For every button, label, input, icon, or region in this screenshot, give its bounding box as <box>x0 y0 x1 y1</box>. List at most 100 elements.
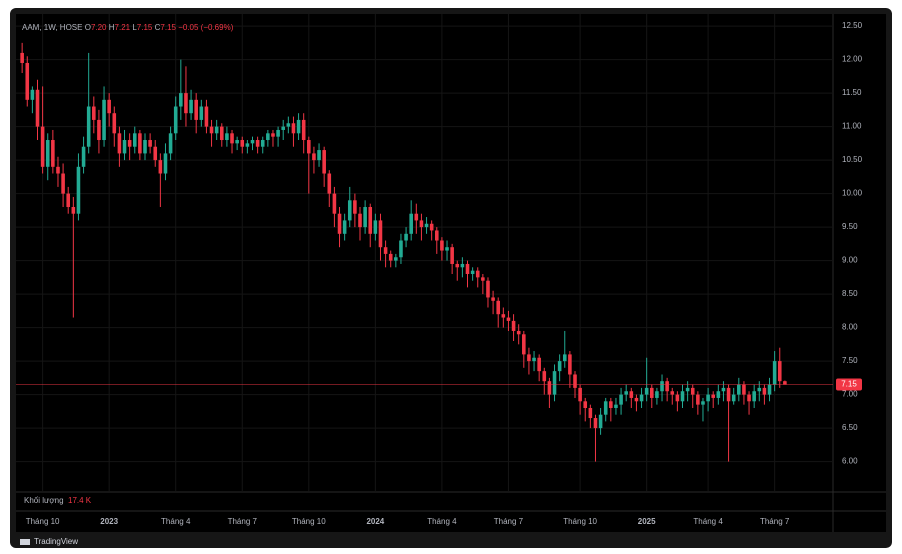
x-tick-label: Tháng 10 <box>26 517 60 526</box>
candle-body <box>481 277 485 281</box>
candle-body <box>235 140 239 144</box>
candle-body <box>665 381 669 392</box>
candle-body <box>434 230 439 241</box>
y-tick-label: 7.50 <box>842 356 858 365</box>
candle-body <box>649 387 654 398</box>
o-key: O <box>85 23 91 32</box>
y-tick-label: 9.50 <box>842 222 858 231</box>
change: −0.05 (−0.69%) <box>178 23 233 32</box>
candle-body <box>184 93 188 114</box>
x-tick-label: Tháng 7 <box>760 517 790 526</box>
candle-body <box>194 99 198 120</box>
candle-body <box>281 126 286 130</box>
candle-body <box>424 223 429 228</box>
candle-body <box>629 391 634 398</box>
x-tick-label: 2024 <box>366 517 384 526</box>
c-val: 7.15 <box>160 23 176 32</box>
candle-body <box>404 233 408 241</box>
last-price-label: 7.15 <box>841 380 857 389</box>
candle-body <box>327 173 332 194</box>
candle-body <box>731 394 736 402</box>
candle-body <box>757 387 762 392</box>
candle-body <box>35 89 40 127</box>
candle-body <box>189 99 193 114</box>
l-key: L <box>132 23 137 32</box>
candle-body <box>271 133 275 137</box>
candle-body <box>639 394 644 402</box>
candle-body <box>701 401 705 405</box>
y-tick-label: 7.00 <box>842 390 858 399</box>
candle-body <box>230 133 234 144</box>
candle-body <box>455 263 460 268</box>
candle-body <box>603 401 608 415</box>
candle-body <box>711 394 716 398</box>
candle-body <box>383 247 388 254</box>
labels: 6.00 6.50 7.00 7.50 8.00 8.50 9.00 9.50 10.00 10.… <box>26 21 863 526</box>
candle-body <box>675 394 680 402</box>
candle-body <box>107 99 111 114</box>
candle-body <box>112 113 117 134</box>
candle-body <box>450 247 454 264</box>
candle-body <box>475 270 480 278</box>
candle-body <box>573 374 577 388</box>
y-tick-label: 11.00 <box>842 122 862 131</box>
candle-body <box>132 133 137 147</box>
candle-body <box>153 146 158 161</box>
y-tick-label: 10.00 <box>842 189 863 198</box>
candle-body <box>148 140 152 147</box>
candle-body <box>168 133 173 154</box>
x-tick-label: Tháng 10 <box>563 517 597 526</box>
x-tick-label: Tháng 7 <box>228 517 258 526</box>
candle-body <box>409 213 413 234</box>
candle-body <box>685 387 690 392</box>
candle-body <box>680 391 685 402</box>
candle-body <box>286 123 291 127</box>
x-tick-label: Tháng 4 <box>427 517 457 526</box>
candle-body <box>593 418 598 429</box>
candle-body <box>102 99 106 141</box>
h-key: H <box>109 23 115 32</box>
candle-body <box>209 126 214 134</box>
candle-body <box>777 361 782 382</box>
candle-body <box>670 391 675 395</box>
candle-body <box>240 140 245 147</box>
candle-body <box>511 320 516 331</box>
candle-body <box>388 253 393 261</box>
candle-body <box>557 361 562 372</box>
candle-body <box>542 371 547 382</box>
y-tick-label: 6.00 <box>842 457 858 466</box>
candle-body <box>660 381 664 392</box>
candle-body <box>296 119 301 134</box>
candle-body <box>61 173 65 194</box>
candle-body <box>138 133 142 154</box>
candle-body <box>312 153 316 161</box>
candle-body <box>737 384 741 395</box>
candle-body <box>20 52 24 63</box>
candle-body <box>373 220 378 234</box>
candle-body <box>143 140 147 154</box>
candle-body <box>527 354 531 362</box>
candle-body <box>716 391 721 398</box>
c-key: C <box>155 23 161 32</box>
candle-body <box>747 394 751 402</box>
candle-body <box>532 357 536 362</box>
candle-body <box>56 166 60 174</box>
candle-body <box>363 207 367 228</box>
candle-body <box>552 371 557 395</box>
candle-body <box>122 140 127 154</box>
candle-body <box>501 314 506 318</box>
candle-body <box>516 330 521 335</box>
candle-body <box>255 140 260 147</box>
last-price-tag <box>836 378 862 391</box>
candle-body <box>562 354 567 362</box>
candle-body <box>742 384 746 395</box>
y-tick-label: 6.50 <box>842 423 858 432</box>
candle-body <box>752 391 756 402</box>
candle-body <box>266 133 270 141</box>
h-val: 7.21 <box>115 23 131 32</box>
y-tick-label: 12.00 <box>842 55 863 64</box>
candle-body <box>547 381 552 395</box>
candle-body <box>429 223 434 231</box>
